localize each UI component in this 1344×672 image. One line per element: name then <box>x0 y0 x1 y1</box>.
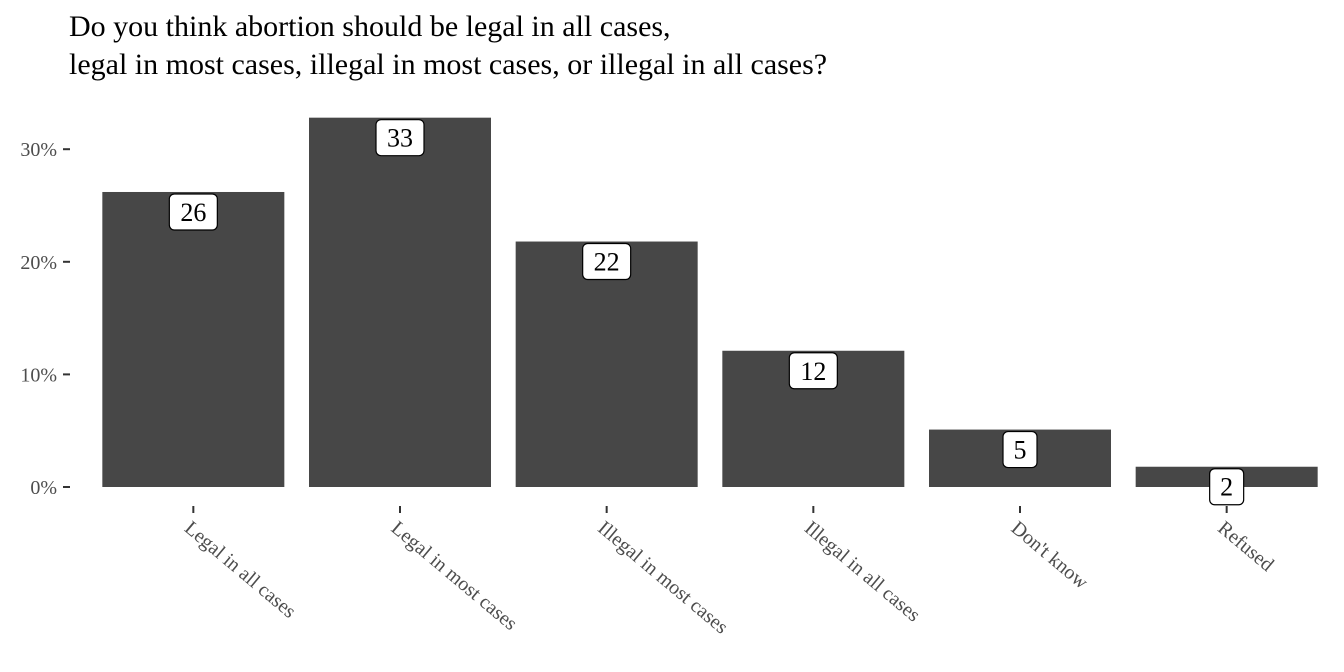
y-tick-label: 30% <box>20 139 57 161</box>
data-label: 5 <box>1014 436 1027 465</box>
y-tick-label: 20% <box>20 252 57 274</box>
x-tick-label: Don't know <box>1007 517 1093 594</box>
x-tick-label: Refused <box>1213 517 1277 576</box>
x-axis: Legal in all cases Legal in most cases Ill… <box>180 506 1278 639</box>
data-label: 22 <box>594 248 620 277</box>
chart-title-line-2: legal in most cases, illegal in most cas… <box>69 48 828 81</box>
y-tick-label: 10% <box>20 364 57 386</box>
data-label-box <box>168 193 218 231</box>
x-tick-label: Illegal in most cases <box>593 517 732 639</box>
data-label: 2 <box>1220 473 1233 502</box>
data-label-box <box>788 352 838 390</box>
data-label-box <box>1002 430 1038 469</box>
x-tick-label: Illegal in all cases <box>800 517 924 626</box>
data-label: 33 <box>387 124 413 153</box>
data-label-box <box>375 119 425 157</box>
x-tick-label: Legal in all cases <box>180 517 300 623</box>
chart-title: Do you think abortion should be legal in… <box>69 8 827 84</box>
data-label-box <box>582 242 632 281</box>
bar <box>515 241 698 487</box>
bars <box>102 117 1318 487</box>
data-label-box <box>1209 468 1245 506</box>
y-axis: 0% 10% 20% 30% <box>20 139 70 499</box>
bar <box>309 117 491 487</box>
data-label: 12 <box>800 357 826 386</box>
bar <box>102 191 285 487</box>
y-tick-label: 0% <box>30 477 57 499</box>
data-labels: 26 33 22 12 5 2 <box>168 119 1245 506</box>
data-label: 26 <box>180 198 206 227</box>
x-tick-label: Legal in most cases <box>387 517 522 635</box>
chart-title-line-1: Do you think abortion should be legal in… <box>69 10 671 43</box>
